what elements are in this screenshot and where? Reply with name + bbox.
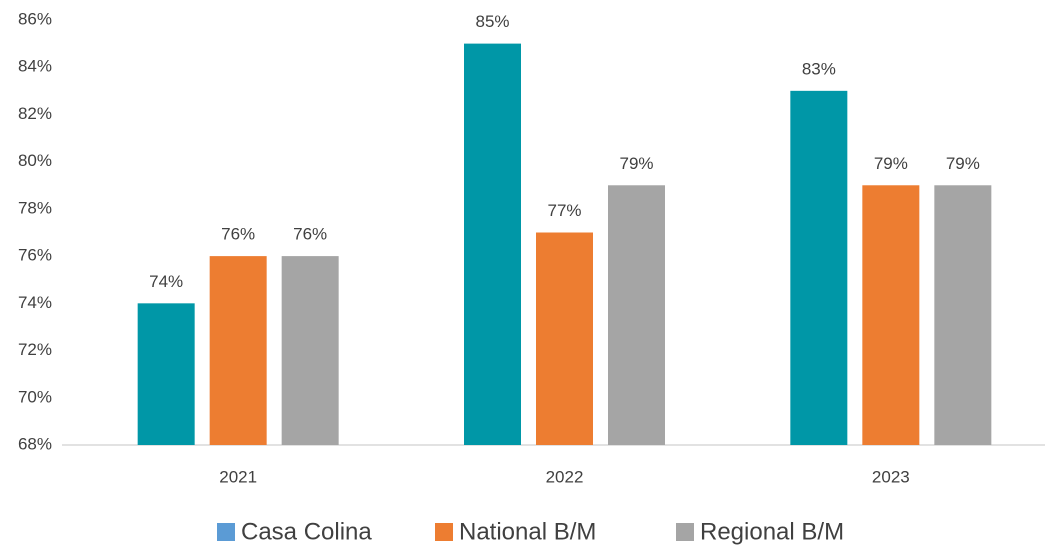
data-label: 85%	[475, 12, 509, 31]
y-tick-label: 76%	[18, 246, 52, 265]
x-tick-label: 2021	[219, 467, 257, 486]
data-label: 83%	[802, 59, 836, 78]
data-label: 77%	[547, 201, 581, 220]
data-label: 79%	[946, 154, 980, 173]
data-label: 76%	[293, 225, 327, 244]
legend-label: Casa Colina	[241, 518, 372, 545]
y-tick-label: 86%	[18, 9, 52, 28]
bar	[137, 303, 195, 445]
legend-swatch	[676, 523, 694, 541]
legend-label: National B/M	[459, 518, 596, 545]
data-label: 74%	[149, 272, 183, 291]
bar	[790, 90, 848, 445]
bar	[464, 43, 521, 445]
legend-swatch	[435, 523, 453, 541]
y-tick-label: 68%	[18, 434, 52, 453]
y-tick-label: 84%	[18, 57, 52, 76]
bar	[536, 232, 593, 445]
bar	[209, 256, 267, 445]
x-tick-label: 2022	[546, 467, 584, 486]
bar	[608, 185, 665, 445]
data-label: 76%	[221, 225, 255, 244]
legend-label: Regional B/M	[700, 518, 844, 545]
bar	[281, 256, 339, 445]
y-tick-label: 72%	[18, 340, 52, 359]
bar	[934, 185, 992, 445]
bar	[862, 185, 920, 445]
data-label: 79%	[874, 154, 908, 173]
data-label: 79%	[619, 154, 653, 173]
y-tick-label: 74%	[18, 293, 52, 312]
y-tick-label: 70%	[18, 387, 52, 406]
x-tick-label: 2023	[872, 467, 910, 486]
y-tick-label: 82%	[18, 104, 52, 123]
legend-swatch	[217, 523, 235, 541]
y-tick-label: 78%	[18, 198, 52, 217]
y-tick-label: 80%	[18, 151, 52, 170]
